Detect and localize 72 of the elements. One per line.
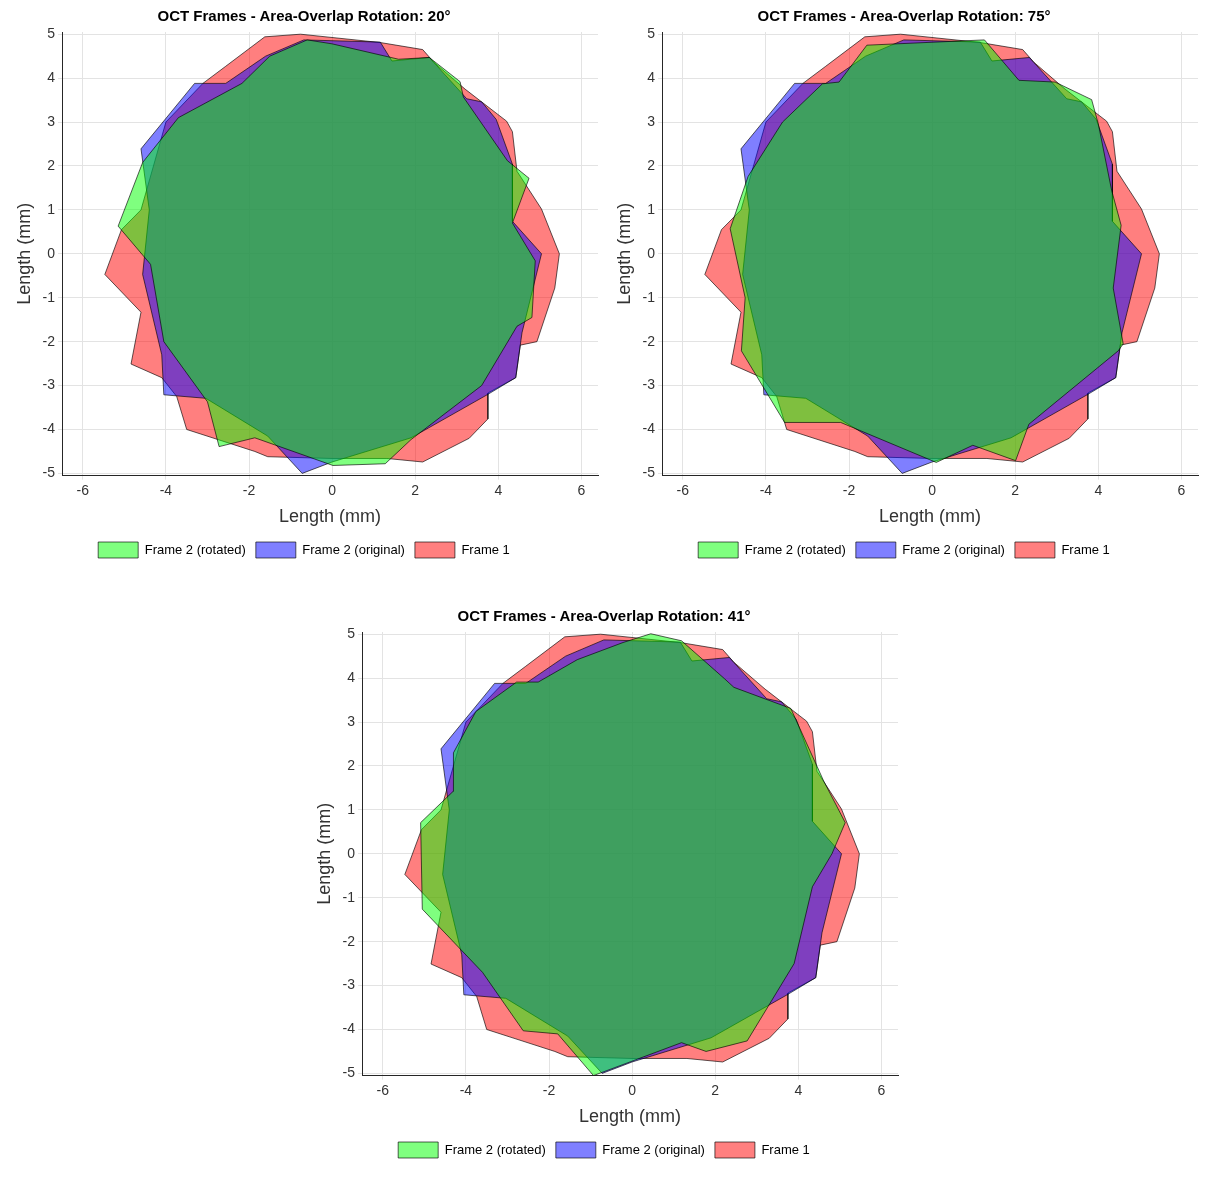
x-tick-label: -6 (76, 481, 89, 498)
y-tick-label: -5 (642, 464, 655, 481)
x-tick-label: 4 (1093, 481, 1102, 498)
x-tick-label: 2 (710, 1081, 719, 1098)
y-tick-label: -2 (42, 332, 55, 349)
y-tick-label: 0 (46, 244, 55, 261)
legend-label: Frame 1 (760, 1141, 810, 1157)
chart-title: OCT Frames - Area-Overlap Rotation: 41° (456, 607, 751, 625)
x-tick-label: 2 (1010, 481, 1019, 498)
x-tick-label: -4 (459, 1081, 472, 1098)
legend-label: Frame 1 (1060, 541, 1110, 557)
x-tick-label: -2 (542, 1081, 555, 1098)
y-tick-label: -4 (42, 420, 55, 437)
y-axis-title: Length (mm) (313, 802, 334, 905)
x-tick-label: -6 (676, 481, 689, 498)
legend-label: Frame 2 (original) (901, 541, 1005, 557)
x-tick-label: -2 (842, 481, 855, 498)
y-tick-label: -3 (42, 376, 55, 393)
y-tick-label: 4 (46, 68, 55, 85)
y-tick-label: 1 (346, 800, 355, 817)
chart-title: OCT Frames - Area-Overlap Rotation: 20° (156, 7, 451, 25)
chart-title: OCT Frames - Area-Overlap Rotation: 75° (756, 7, 1051, 25)
y-tick-label: -2 (342, 932, 355, 949)
y-tick-label: -3 (642, 376, 655, 393)
y-tick-label: -5 (342, 1064, 355, 1081)
x-tick-label: 4 (493, 481, 502, 498)
x-tick-label: 2 (410, 481, 419, 498)
y-tick-label: 2 (346, 756, 355, 773)
legend-label: Frame 1 (460, 541, 510, 557)
y-tick-label: 2 (646, 156, 655, 173)
x-tick-label: -4 (759, 481, 772, 498)
x-tick-label: -4 (159, 481, 172, 498)
x-tick-label: 6 (876, 1081, 885, 1098)
legend-label: Frame 2 (original) (301, 541, 405, 557)
x-tick-label: 4 (793, 1081, 802, 1098)
legend-label: Frame 2 (original) (601, 1141, 705, 1157)
y-tick-label: -1 (642, 288, 655, 305)
y-tick-label: 1 (46, 200, 55, 217)
y-tick-label: 0 (646, 244, 655, 261)
y-tick-label: -4 (342, 1020, 355, 1037)
y-tick-label: 5 (346, 625, 355, 642)
y-tick-label: 3 (346, 712, 355, 729)
y-axis-title: Length (mm) (613, 202, 634, 305)
y-axis-title: Length (mm) (13, 202, 34, 305)
y-tick-label: 5 (646, 25, 655, 42)
x-tick-label: -2 (242, 481, 255, 498)
y-tick-label: -4 (642, 420, 655, 437)
y-tick-label: 3 (646, 112, 655, 129)
y-tick-label: 2 (46, 156, 55, 173)
y-tick-label: -3 (342, 976, 355, 993)
x-tick-label: 6 (576, 481, 585, 498)
y-tick-label: -2 (642, 332, 655, 349)
y-tick-label: 5 (46, 25, 55, 42)
y-tick-label: 4 (646, 68, 655, 85)
x-tick-label: 0 (327, 481, 336, 498)
y-tick-label: 1 (646, 200, 655, 217)
legend-label: Frame 2 (rotated) (744, 541, 846, 557)
y-tick-label: -5 (42, 464, 55, 481)
legend-label: Frame 2 (rotated) (144, 541, 246, 557)
y-tick-label: 3 (46, 112, 55, 129)
x-tick-label: 0 (927, 481, 936, 498)
y-tick-label: -1 (342, 888, 355, 905)
y-tick-label: -1 (42, 288, 55, 305)
y-tick-label: 0 (346, 844, 355, 861)
y-tick-label: 4 (346, 668, 355, 685)
x-tick-label: -6 (376, 1081, 389, 1098)
x-axis-title: Length (mm) (278, 506, 381, 527)
x-tick-label: 6 (1176, 481, 1185, 498)
x-axis-title: Length (mm) (878, 506, 981, 527)
legend-label: Frame 2 (rotated) (444, 1141, 546, 1157)
x-axis-title: Length (mm) (578, 1106, 681, 1127)
x-tick-label: 0 (627, 1081, 636, 1098)
